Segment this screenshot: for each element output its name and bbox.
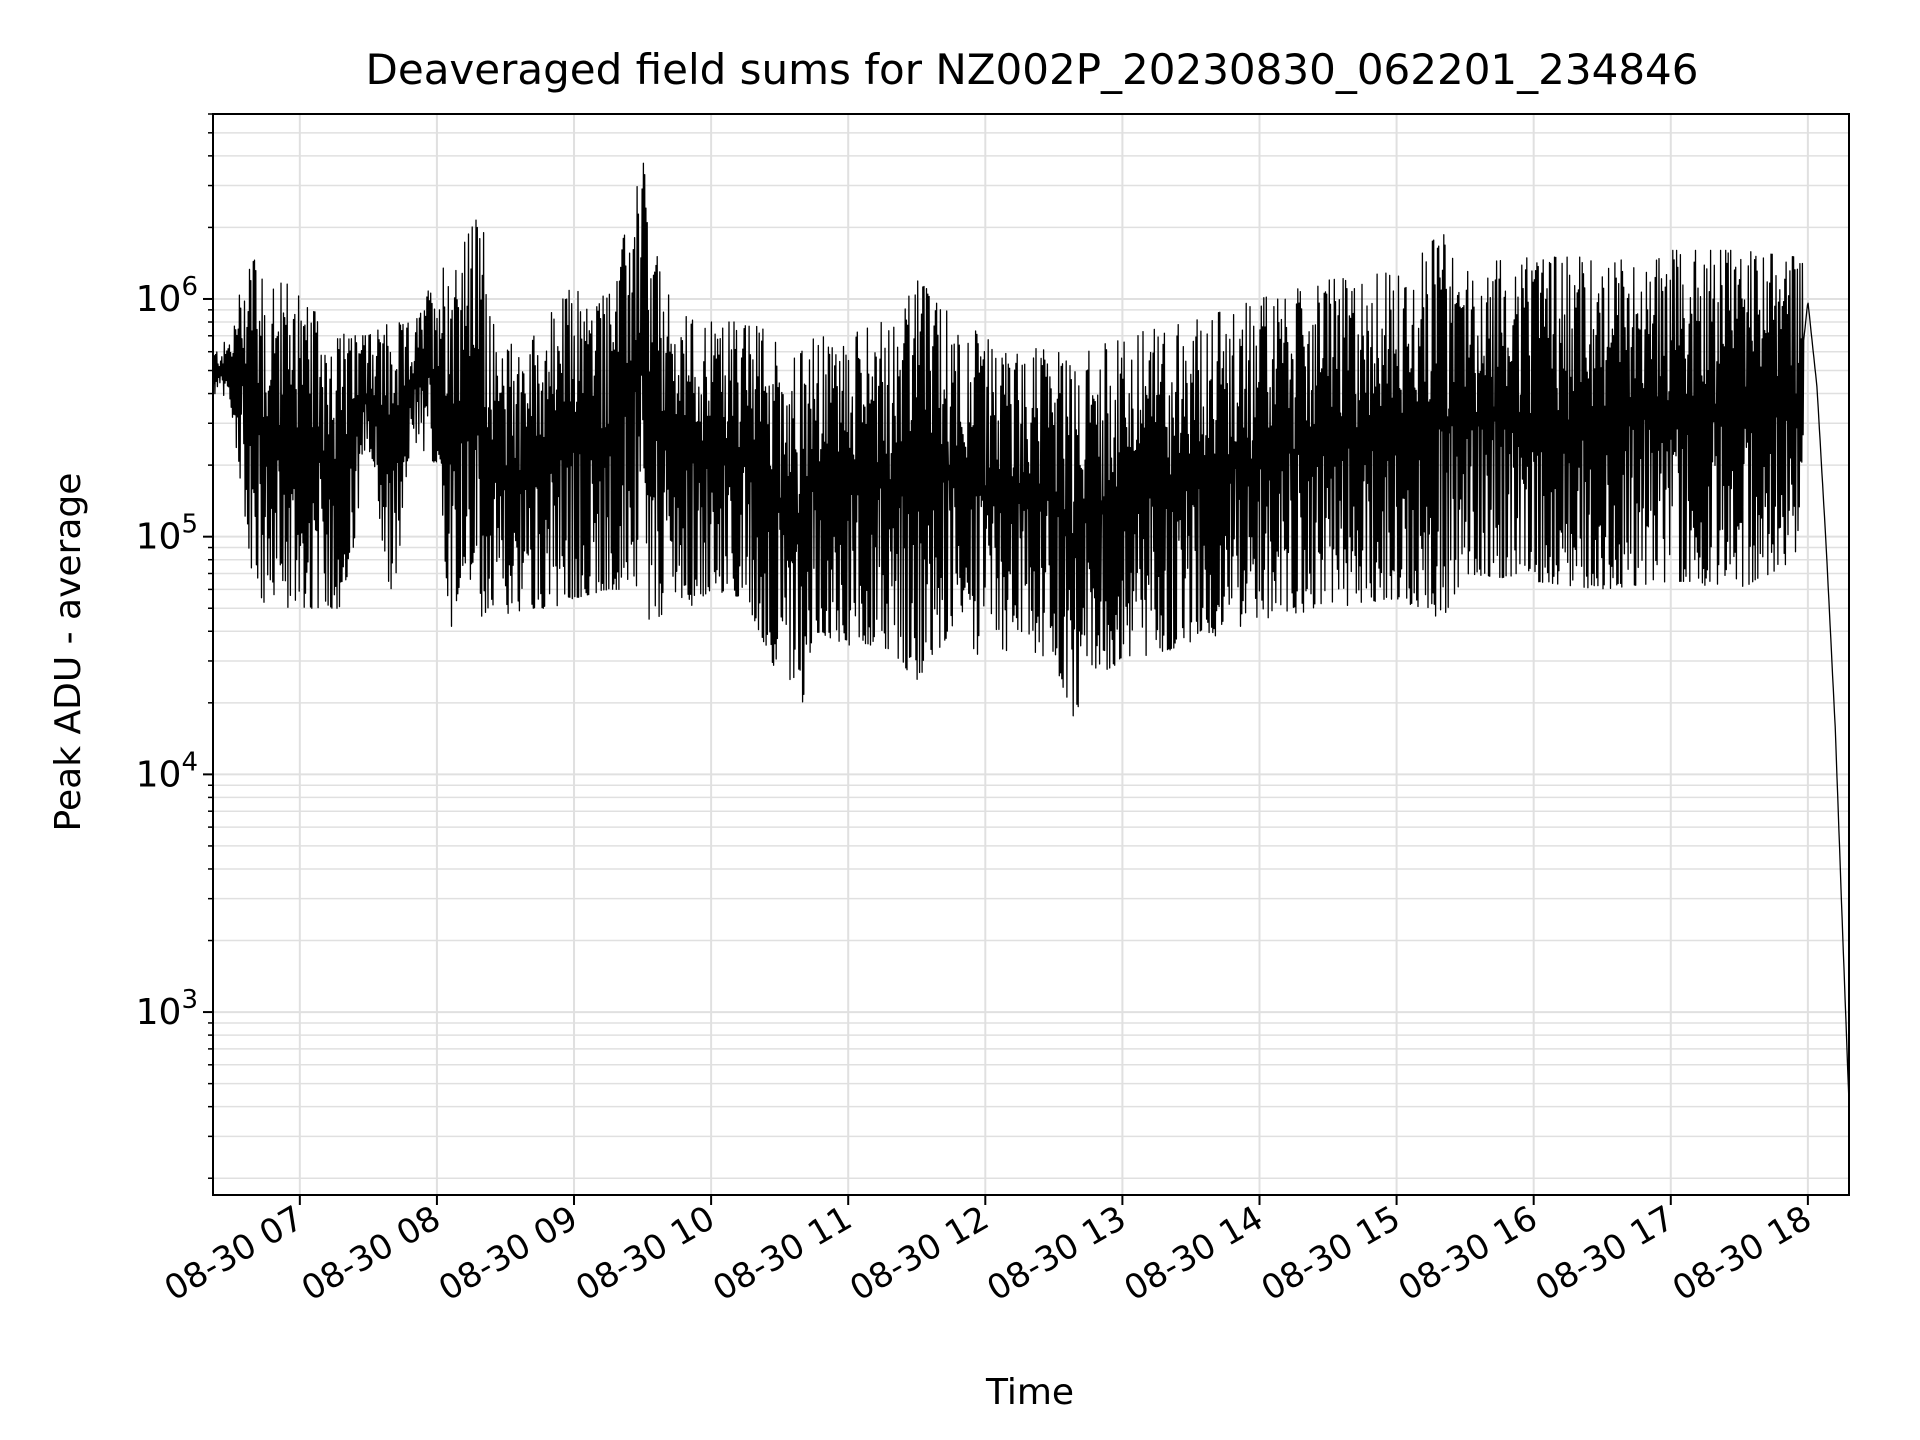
x-axis-label: Time bbox=[985, 1372, 1074, 1413]
x-tick-label: 08-30 15 bbox=[1255, 1198, 1407, 1309]
x-tick-label: 08-30 16 bbox=[1392, 1198, 1544, 1309]
x-tick-label: 08-30 17 bbox=[1529, 1198, 1681, 1309]
x-tick-label: 08-30 14 bbox=[1118, 1198, 1270, 1309]
x-tick-label: 08-30 18 bbox=[1666, 1198, 1818, 1309]
y-tick-label: 104 bbox=[136, 747, 198, 795]
chart-title: Deaveraged field sums for NZ002P_2023083… bbox=[366, 45, 1699, 94]
x-tick-label: 08-30 08 bbox=[295, 1198, 447, 1309]
x-tick-label: 08-30 10 bbox=[569, 1198, 721, 1309]
y-tick-label: 103 bbox=[136, 985, 198, 1033]
axes-frame bbox=[212, 113, 1850, 1196]
grid bbox=[213, 113, 1849, 1195]
y-tick-label: 106 bbox=[136, 272, 198, 320]
y-axis: 103 104 105 106 bbox=[136, 113, 213, 1179]
x-tick-label: 08-30 13 bbox=[981, 1198, 1133, 1309]
x-tick-label: 08-30 07 bbox=[158, 1198, 310, 1309]
x-tick-label: 08-30 11 bbox=[706, 1198, 858, 1309]
x-tick-label: 08-30 09 bbox=[432, 1198, 584, 1309]
series-line bbox=[212, 162, 1850, 1104]
x-tick-label: 08-30 12 bbox=[843, 1198, 995, 1309]
plot-area bbox=[212, 162, 1850, 1104]
y-axis-label: Peak ADU - average bbox=[48, 473, 89, 832]
y-tick-label: 105 bbox=[136, 510, 198, 558]
